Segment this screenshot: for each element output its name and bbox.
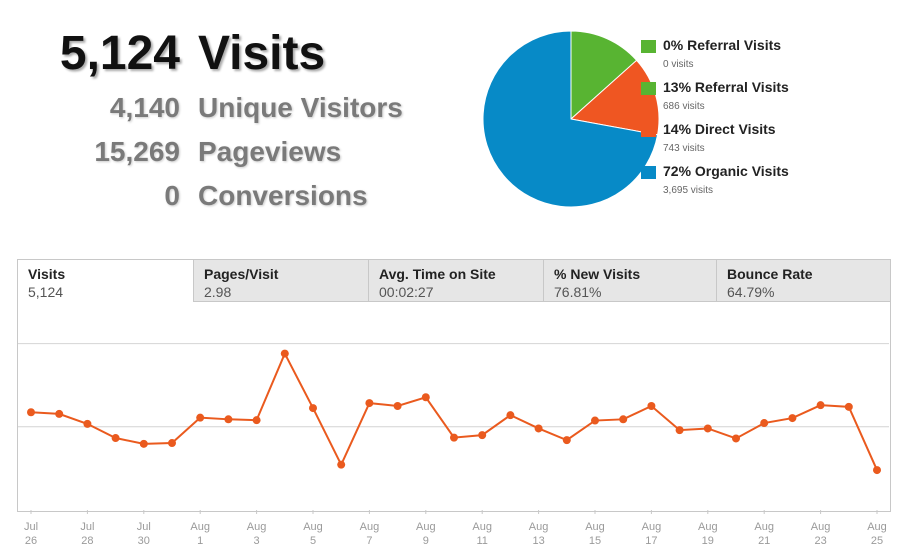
visits-data-point[interactable] (844, 402, 853, 411)
conversions-label: Conversions (198, 180, 368, 211)
visits-data-point[interactable] (760, 419, 769, 428)
tab-title: Visits (28, 266, 66, 282)
visits-data-point[interactable] (139, 439, 148, 448)
x-tick-label: Aug 25 (867, 521, 887, 547)
visits-data-point[interactable] (83, 419, 92, 428)
visits-data-point[interactable] (111, 434, 120, 443)
visits-data-point[interactable] (562, 436, 571, 445)
tab-value: 2.98 (204, 284, 232, 300)
visits-data-point[interactable] (647, 402, 656, 410)
visits-data-point[interactable] (337, 460, 346, 469)
metric-tabs: Visits 5,124 Pages/Visit 2.98 Avg. Time … (18, 260, 890, 303)
tab-value: 00:02:27 (379, 284, 434, 300)
x-tick-label: Aug 23 (811, 521, 831, 547)
conversions-value: 0 (164, 180, 180, 211)
tab-pages-per-visit[interactable]: Pages/Visit 2.98 (193, 260, 368, 302)
visits-data-point[interactable] (252, 416, 261, 425)
unique-visitors-value: 4,140 (109, 92, 180, 123)
visits-data-point[interactable] (196, 413, 205, 422)
legend-title: 14% Direct Visits (663, 121, 776, 137)
legend-swatch (641, 82, 656, 95)
legend-swatch (641, 124, 656, 137)
legend-subtitle: 0 visits (663, 59, 694, 70)
x-tick-label: Aug 11 (472, 521, 492, 547)
tab-value: 5,124 (28, 284, 64, 300)
pageviews-stat: 15,269 Pageviews (0, 136, 341, 168)
metrics-panel: Visits 5,124 Pages/Visit 2.98 Avg. Time … (17, 259, 891, 512)
pie-slice-referral (570, 30, 638, 121)
x-tick-label: Aug 3 (247, 521, 267, 547)
pageviews-value: 15,269 (94, 136, 180, 167)
visits-data-point[interactable] (788, 414, 797, 423)
legend-title: 72% Organic Visits (663, 163, 789, 179)
visits-label: Visits (198, 27, 326, 80)
tab-value: 76.81% (554, 284, 602, 300)
x-tick-label: Aug 13 (529, 521, 549, 547)
visits-data-point[interactable] (168, 439, 176, 448)
visits-data-point[interactable] (224, 415, 233, 424)
visits-stat: 5,124 Visits (0, 26, 325, 81)
visits-data-point[interactable] (873, 466, 881, 475)
x-tick-label: Aug 15 (585, 521, 605, 547)
visits-data-point[interactable] (732, 434, 740, 443)
tab-value: 64.79% (727, 284, 775, 300)
visits-data-point[interactable] (309, 404, 317, 413)
tab-title: Bounce Rate (727, 266, 813, 282)
conversions-stat: 0 Conversions (0, 180, 368, 212)
x-tick-label: Jul 28 (80, 521, 94, 547)
pageviews-label: Pageviews (198, 136, 342, 167)
tab-visits[interactable]: Visits 5,124 (18, 260, 193, 302)
tab-avg-time-on-site[interactable]: Avg. Time on Site 00:02:27 (368, 260, 543, 302)
visits-data-point[interactable] (280, 349, 289, 358)
tab-new-visits[interactable]: % New Visits 76.81% (543, 260, 716, 302)
legend-title: 13% Referral Visits (663, 79, 789, 95)
visits-data-point[interactable] (478, 431, 487, 440)
tab-title: % New Visits (554, 266, 641, 282)
visits-data-point[interactable] (450, 433, 458, 442)
x-tick-label: Aug 1 (190, 521, 210, 547)
visits-data-point[interactable] (675, 426, 684, 435)
x-tick-label: Aug 19 (698, 521, 718, 547)
visits-data-point[interactable] (55, 409, 64, 418)
visits-data-point[interactable] (365, 399, 374, 408)
tab-bounce-rate[interactable]: Bounce Rate 64.79% (716, 260, 890, 302)
x-tick-label: Aug 7 (360, 521, 380, 547)
visits-data-point[interactable] (703, 424, 712, 433)
legend-swatch (641, 166, 656, 179)
visits-data-point[interactable] (421, 393, 430, 402)
x-tick-label: Aug 9 (416, 521, 436, 547)
visits-data-point[interactable] (506, 411, 515, 420)
pie-chart-svg (482, 30, 660, 208)
pie-slice-organic (482, 30, 659, 208)
legend-title: 0% Referral Visits (663, 37, 782, 53)
tab-title: Avg. Time on Site (379, 266, 496, 282)
unique-visitors-label: Unique Visitors (198, 92, 403, 123)
x-tick-label: Jul 26 (24, 521, 38, 547)
summary-stats: 5,124 Visits 4,140 Unique Visitors 15,26… (0, 0, 470, 230)
legend-subtitle: 3,695 visits (663, 185, 714, 196)
x-tick-label: Aug 21 (754, 521, 774, 547)
unique-visitors-stat: 4,140 Unique Visitors (0, 92, 403, 124)
x-tick-label: Jul 30 (137, 521, 151, 547)
pie-slice-direct (569, 59, 660, 136)
legend-swatch (641, 40, 656, 53)
tab-title: Pages/Visit (204, 266, 279, 282)
traffic-sources-pie (482, 30, 660, 208)
x-tick-label: Aug 17 (642, 521, 662, 547)
visits-data-point[interactable] (619, 415, 628, 424)
visits-value: 5,124 (59, 27, 180, 80)
visits-data-point[interactable] (393, 402, 402, 410)
x-tick-label: Aug 5 (303, 521, 323, 547)
visits-data-point[interactable] (591, 416, 599, 425)
visits-data-point[interactable] (816, 401, 825, 410)
visits-data-point[interactable] (534, 424, 543, 433)
legend-subtitle: 686 visits (663, 101, 705, 112)
legend-subtitle: 743 visits (663, 143, 705, 154)
visits-data-point[interactable] (27, 408, 35, 417)
